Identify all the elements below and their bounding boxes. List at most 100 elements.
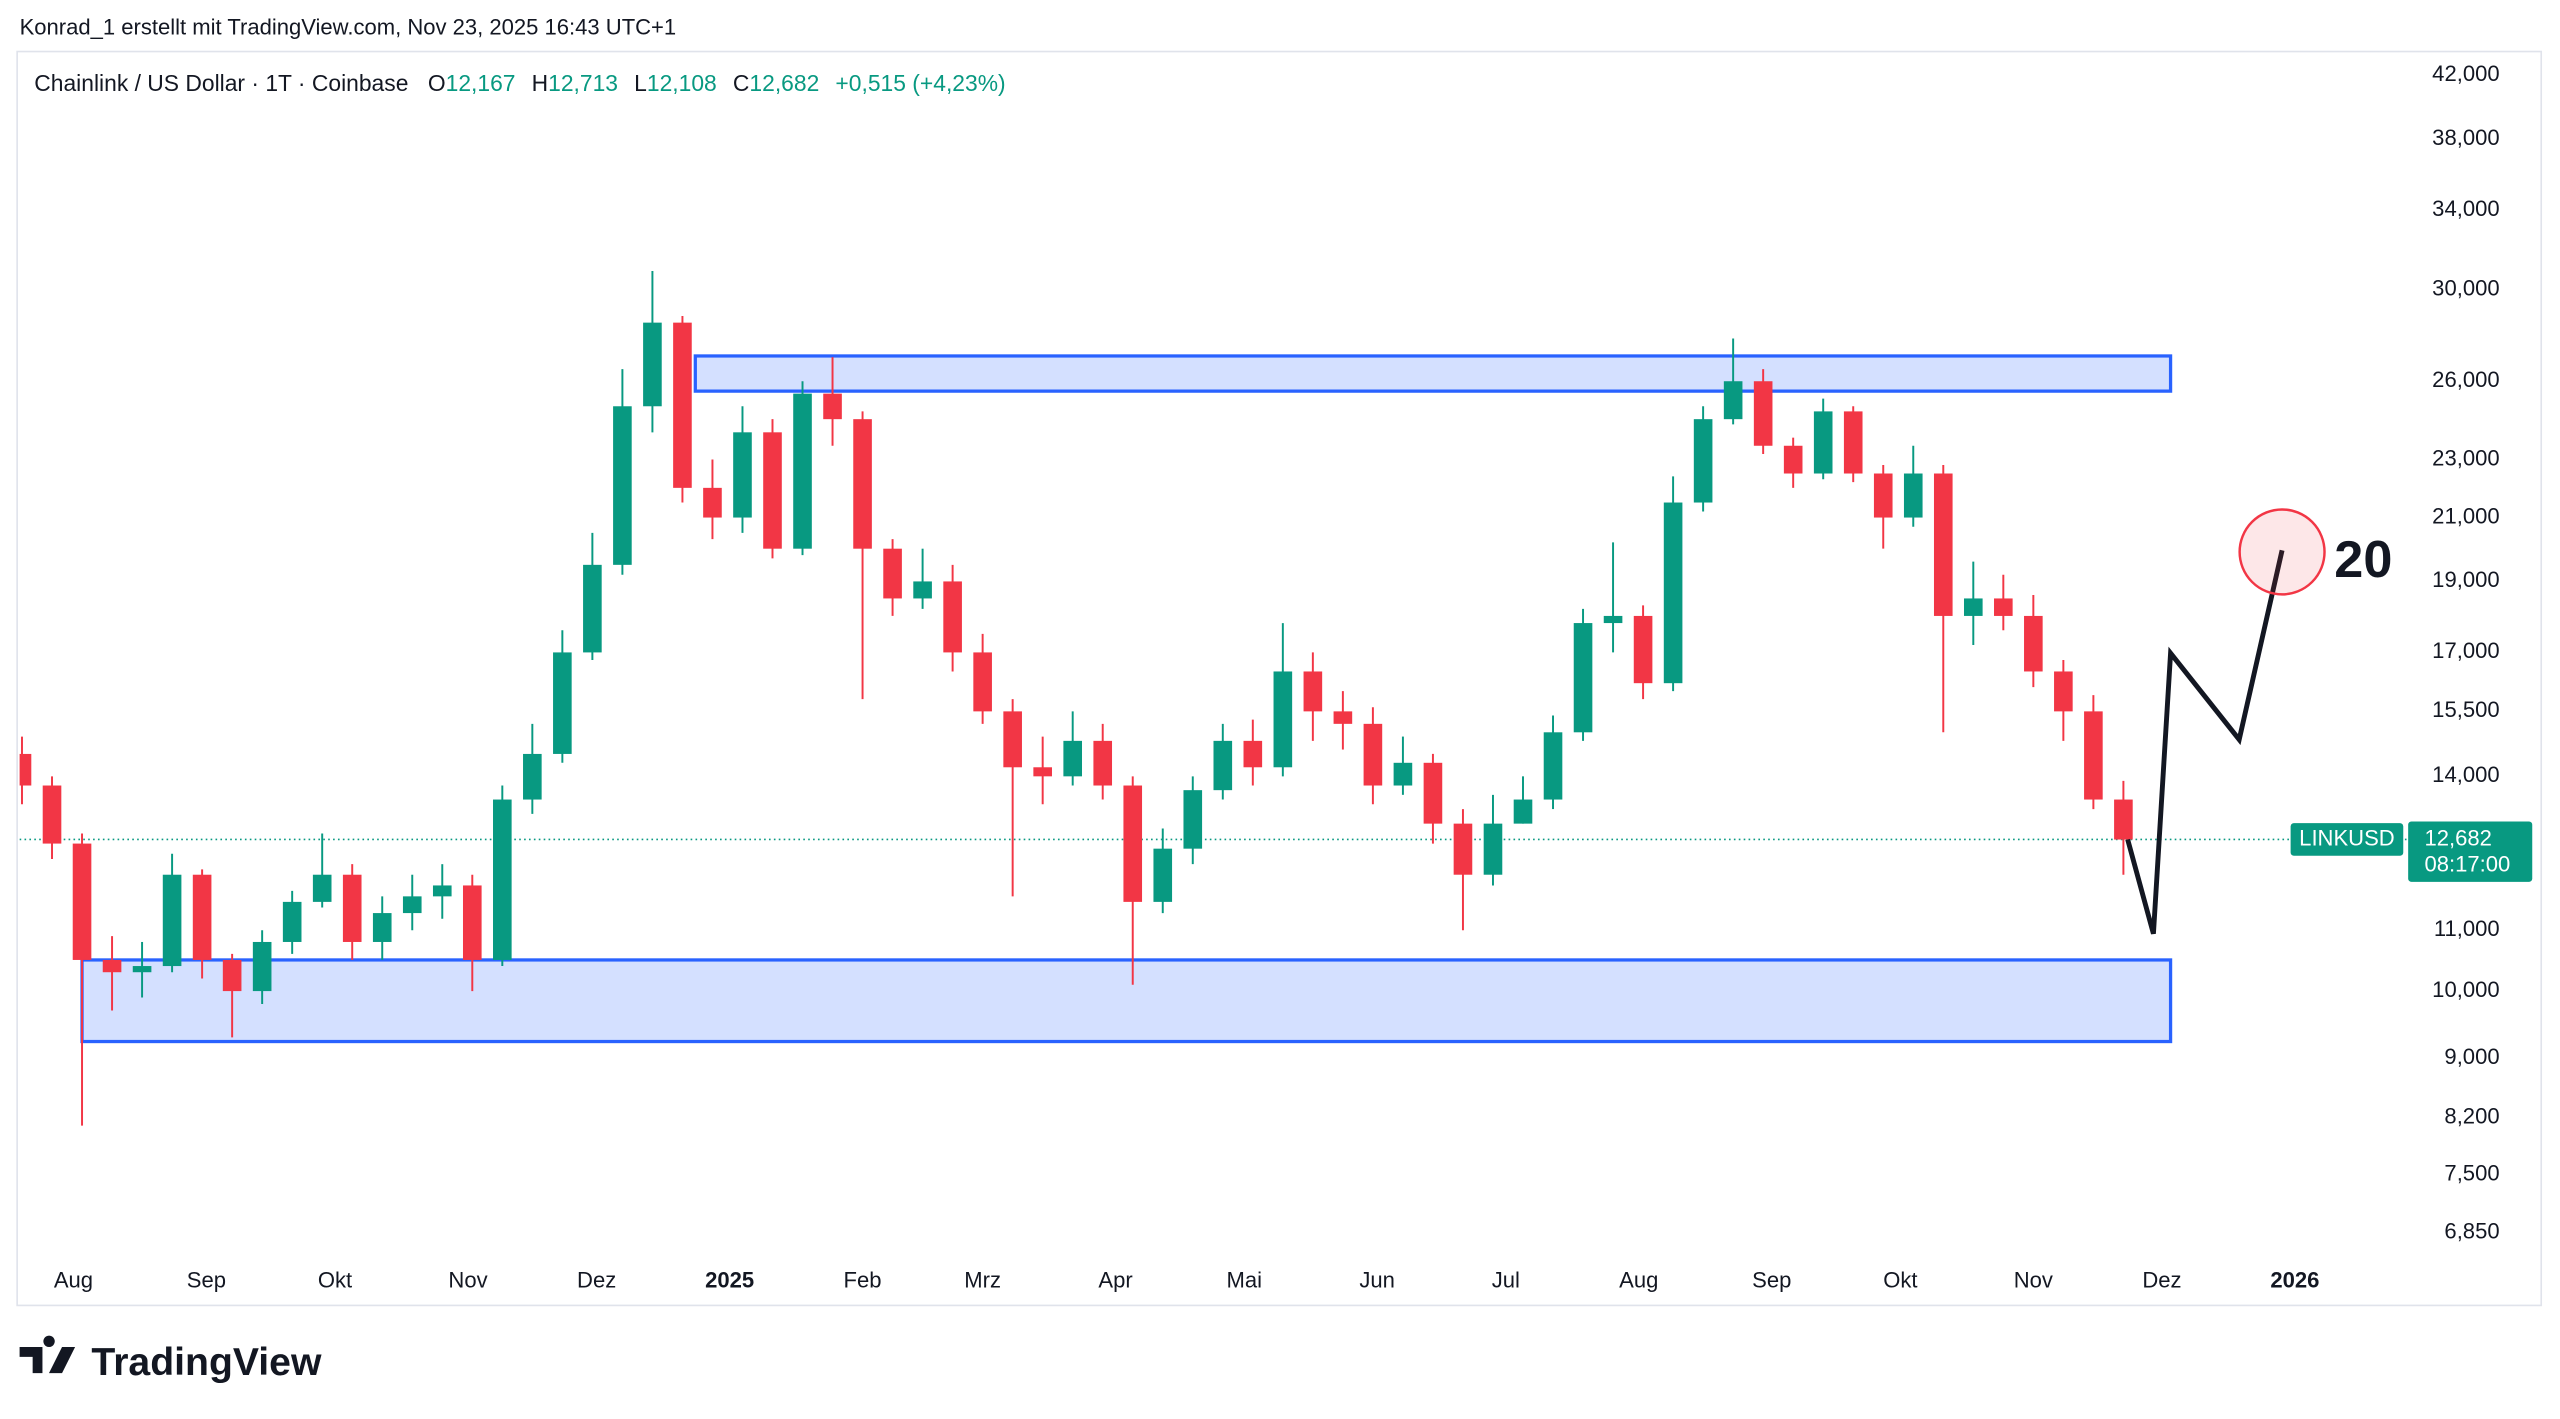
y-tick-label: 14,000	[2432, 762, 2499, 787]
candle-body	[1093, 740, 1113, 786]
target-label: 20	[2334, 531, 2392, 589]
y-tick-label: 11,000	[2434, 916, 2500, 941]
zone	[693, 354, 2173, 393]
price-label: 12,682	[2424, 825, 2491, 850]
candle-body	[1393, 762, 1413, 786]
candle-body	[943, 581, 962, 653]
y-tick-label: 15,500	[2432, 697, 2499, 722]
candle-body	[1903, 473, 1923, 518]
candle-body	[1153, 848, 1173, 902]
price-box	[2408, 821, 2533, 882]
candle-body	[1183, 790, 1203, 849]
candle-body	[973, 652, 992, 712]
candle-body	[1513, 799, 1533, 824]
countdown-label: 08:17:00	[2424, 851, 2510, 876]
y-tick-label: 7,500	[2444, 1161, 2499, 1186]
candle-body	[1693, 419, 1713, 503]
logo: TradingView	[19, 1335, 322, 1384]
candle-body	[853, 419, 872, 549]
candle-body	[1994, 598, 2013, 616]
ohlc-value: 12,682	[749, 70, 819, 96]
candle-body	[1453, 823, 1473, 875]
x-tick-label: Feb	[844, 1268, 882, 1293]
y-tick-label: 19,000	[2432, 567, 2499, 592]
candle-body	[1663, 502, 1683, 684]
candle-body	[1573, 623, 1593, 733]
candle-body	[462, 885, 482, 960]
x-tick-label: Aug	[54, 1268, 93, 1293]
credit: Konrad_1 erstellt mit TradingView.com, N…	[20, 14, 677, 39]
x-tick-label: 2025	[705, 1268, 754, 1293]
candle-body	[643, 322, 662, 407]
candle-body	[1723, 381, 1743, 420]
chart-frame	[16, 50, 2543, 1307]
ohlc-value: 12,713	[548, 70, 618, 96]
x-tick-label: Nov	[2014, 1268, 2053, 1293]
x-tick-label: Dez	[577, 1268, 616, 1293]
candle-body	[1813, 411, 1833, 474]
candle-body	[312, 874, 332, 902]
y-tick-label: 34,000	[2432, 196, 2499, 221]
x-tick-label: Apr	[1098, 1268, 1132, 1293]
y-tick-label: 10,000	[2432, 977, 2499, 1002]
y-tick-label: 26,000	[2432, 367, 2499, 392]
candle-body	[42, 785, 62, 844]
x-tick-label: Sep	[187, 1268, 226, 1293]
candle-body	[2024, 615, 2043, 672]
candle-body	[1003, 711, 1022, 768]
candle-body	[913, 581, 932, 599]
logo-text: TradingView	[91, 1341, 322, 1384]
candle-body	[432, 885, 452, 897]
ohlc-value: 12,108	[647, 70, 717, 96]
candle-body	[2054, 671, 2073, 712]
x-tick-label: Okt	[1883, 1268, 1917, 1293]
candle-body	[1303, 671, 1323, 712]
candle-body	[1483, 823, 1503, 875]
candle-body	[282, 901, 302, 942]
ohlc-key: O	[428, 70, 446, 96]
y-tick-label: 38,000	[2432, 125, 2499, 150]
candle-body	[523, 753, 542, 800]
projection-path	[2125, 549, 2285, 935]
candle-body	[1843, 411, 1863, 474]
candle-body	[402, 896, 422, 914]
x-tick-label: 2026	[2270, 1268, 2319, 1293]
candle-body	[162, 874, 182, 967]
x-tick-label: Dez	[2142, 1268, 2181, 1293]
candle-body	[823, 393, 842, 420]
candle-body	[2114, 799, 2133, 840]
candle-body	[1333, 711, 1353, 724]
candle-body	[1033, 767, 1052, 777]
ohlc-value: 12,167	[446, 70, 516, 96]
candle-body	[132, 966, 152, 973]
candle-body	[1423, 762, 1443, 824]
x-tick-label: Aug	[1619, 1268, 1658, 1293]
plot-area	[19, 271, 2409, 1126]
candle-body	[703, 487, 722, 518]
axes: 42,000 38,000 34,000 30,000 26,000 23,000 21,0…	[54, 61, 2500, 1293]
target-circle	[2238, 508, 2326, 596]
candle-body	[1603, 615, 1623, 624]
y-tick-label: 30,000	[2432, 276, 2499, 301]
x-tick-label: Okt	[318, 1268, 352, 1293]
legend: Chainlink / US Dollar · 1T · Coinbase O1…	[34, 70, 1005, 96]
candle-body	[1543, 732, 1563, 800]
y-tick-label: 6,850	[2444, 1218, 2499, 1243]
candle-body	[1213, 740, 1233, 791]
y-tick-label: 23,000	[2432, 445, 2499, 470]
candle-body	[1243, 740, 1263, 768]
candle-body	[2084, 711, 2103, 800]
candle-body	[1273, 671, 1293, 768]
candle-body	[1873, 473, 1893, 518]
candle-body	[883, 548, 902, 599]
candle-body	[1933, 473, 1953, 616]
candle-body	[222, 959, 242, 992]
candle-body	[1753, 381, 1773, 446]
x-tick-label: Mrz	[964, 1268, 1001, 1293]
symbol-label: LINKUSD	[2299, 825, 2395, 850]
candle-body	[372, 913, 392, 942]
candle-body	[613, 406, 632, 565]
candle-body	[763, 432, 782, 549]
candle-body	[19, 753, 32, 786]
